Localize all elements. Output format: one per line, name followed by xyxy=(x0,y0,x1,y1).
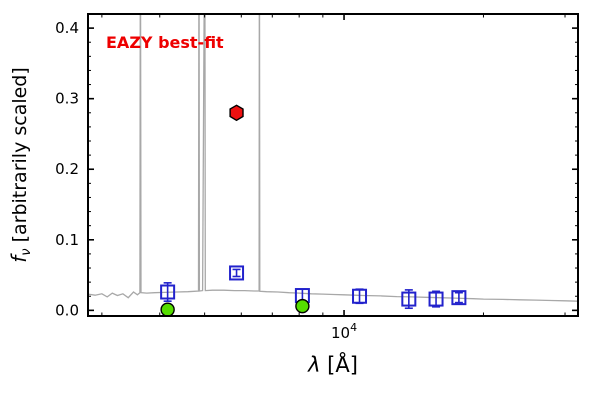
observed-photometry-series xyxy=(160,298,310,316)
observed-photometry-marker xyxy=(295,298,310,314)
model-photometry-marker xyxy=(160,284,176,300)
y-tick-label: 0.4 xyxy=(55,19,79,37)
model-photometry-marker xyxy=(451,290,467,306)
model-photometry-marker xyxy=(352,288,368,304)
observed-photometry-marker xyxy=(160,302,175,316)
x-axis-label: λ [Å] xyxy=(307,351,358,377)
y-tick-label: 0.3 xyxy=(55,90,79,108)
y-axis-label: fν [arbitrarily scaled] xyxy=(7,67,34,263)
highlighted-point-marker xyxy=(229,104,244,122)
x-tick-label: 104 xyxy=(331,321,357,342)
axes-frame xyxy=(87,13,579,317)
model-photometry-marker xyxy=(229,265,245,281)
y-tick-label: 0.2 xyxy=(55,160,79,178)
model-photometry-marker xyxy=(428,291,444,307)
y-tick-label: 0.0 xyxy=(55,301,79,319)
model-photometry-series xyxy=(160,265,467,310)
plot-area xyxy=(88,14,578,316)
annotation-eazy-best-fit: EAZY best-fit xyxy=(106,33,224,52)
y-tick-label: 0.1 xyxy=(55,231,79,249)
model-photometry-marker xyxy=(401,291,417,307)
highlighted-point-series xyxy=(229,104,244,122)
eazy-model-spectrum xyxy=(88,14,578,302)
